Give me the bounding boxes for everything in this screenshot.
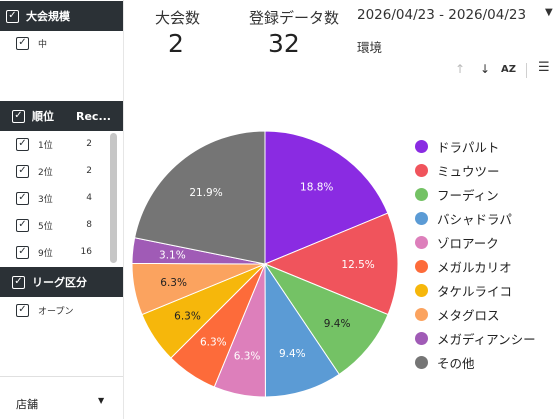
- pie-slice-label: 9.4%: [324, 318, 351, 330]
- legend-label: バシャドラパ: [437, 211, 512, 227]
- legend-swatch: [415, 163, 428, 177]
- pie-slice-label: 3.1%: [159, 250, 186, 262]
- legend-label: メガルカリオ: [437, 259, 512, 275]
- rank-count: 2: [86, 166, 92, 176]
- environment-pie-chart[interactable]: 18.8% 12.5% 9.4% 9.4% 6.3% 6.3% 6.3% 6.3% 3.1% 21…: [123, 110, 403, 400]
- pie-slice[interactable]: [134, 130, 266, 265]
- size-filter-header[interactable]: ✓ 大会規模: [0, 1, 123, 31]
- rank-filter-count-header[interactable]: Rec...: [76, 109, 111, 123]
- pie-slice-label: 12.5%: [341, 259, 374, 271]
- arrow-up-icon[interactable]: ↑: [455, 62, 466, 76]
- pie-slice-label: 6.3%: [174, 311, 201, 323]
- pie-slice-label: 6.3%: [234, 350, 261, 362]
- checkbox[interactable]: ✓: [16, 137, 29, 151]
- legend-item[interactable]: その他: [415, 352, 475, 372]
- rank-filter-item[interactable]: ✓ 3位 4: [0, 185, 106, 211]
- rank-filter-item[interactable]: ✓ 9位 16: [0, 239, 106, 265]
- filter-sidebar: ✓ 大会規模 ✓ 中 ✓ 順位 Rec... ✓ 1位 2 ✓ 2位 2 ✓ 3…: [0, 0, 124, 419]
- caret-down-icon[interactable]: ▼: [545, 7, 553, 18]
- checkbox[interactable]: ✓: [16, 245, 29, 259]
- kpi-value-tournaments: 2: [168, 29, 184, 58]
- rank-filter-item[interactable]: ✓ 1位 2: [0, 131, 106, 157]
- rank-filter-title: 順位: [32, 110, 54, 123]
- size-filter-select-all-checkbox[interactable]: ✓: [6, 9, 19, 23]
- legend-label: ドラパルト: [437, 139, 500, 155]
- rank-filter-header[interactable]: ✓ 順位 Rec...: [0, 101, 123, 131]
- league-filter-item[interactable]: ✓ オープン: [0, 297, 106, 323]
- checkbox[interactable]: ✓: [16, 303, 29, 317]
- rank-label: 5位: [38, 221, 53, 232]
- size-filter-title: 大会規模: [26, 10, 70, 23]
- toolbar-divider: [526, 63, 527, 78]
- legend-label: ミュウツー: [437, 163, 500, 179]
- rank-filter-select-all-checkbox[interactable]: ✓: [12, 109, 25, 123]
- league-filter-header[interactable]: ✓ リーグ区分: [0, 267, 123, 297]
- size-filter-item-label: 中: [38, 39, 48, 50]
- rank-count: 8: [86, 220, 92, 230]
- legend-swatch: [415, 307, 428, 321]
- sort-az-icon[interactable]: A͏Z: [501, 64, 516, 75]
- filter-lines-icon[interactable]: ☰: [538, 60, 550, 75]
- legend-item[interactable]: フーディン: [415, 184, 499, 204]
- pie-slice-label: 21.9%: [189, 187, 222, 199]
- rank-count: 16: [80, 247, 92, 257]
- rank-filter-item[interactable]: ✓ 5位 8: [0, 212, 106, 238]
- legend-swatch: [415, 211, 428, 225]
- checkbox[interactable]: ✓: [16, 164, 29, 178]
- legend-swatch: [415, 139, 428, 153]
- caret-down-icon[interactable]: ▼: [98, 396, 105, 405]
- pie-slice[interactable]: [264, 262, 340, 398]
- rank-count: 4: [86, 193, 92, 203]
- league-label: オープン: [38, 306, 74, 317]
- legend-swatch: [415, 355, 428, 369]
- checkbox[interactable]: ✓: [16, 218, 29, 232]
- pie-slice-label: 6.3%: [200, 336, 227, 348]
- legend-item[interactable]: タケルライコ: [415, 280, 512, 300]
- legend-label: タケルライコ: [437, 283, 513, 299]
- league-filter-title: リーグ区分: [32, 276, 87, 289]
- chart-title-environment: 環境: [357, 40, 383, 55]
- size-filter-item[interactable]: ✓ 中: [0, 30, 106, 56]
- divider: [0, 376, 123, 377]
- rank-count: 2: [86, 139, 92, 149]
- legend-label: メガディアンシー: [437, 331, 536, 347]
- pie-slice-label: 9.4%: [279, 348, 306, 360]
- legend-label: その他: [437, 355, 475, 371]
- pie-slice[interactable]: [263, 262, 389, 376]
- legend-swatch: [415, 187, 428, 201]
- kpi-value-entries: 32: [268, 29, 300, 58]
- rank-label: 2位: [38, 167, 53, 178]
- legend-label: メタグロス: [437, 307, 500, 323]
- pie-slice-label: 18.8%: [300, 182, 333, 194]
- legend-item[interactable]: バシャドラパ: [415, 208, 512, 228]
- pie-slice-label: 6.3%: [160, 277, 187, 289]
- legend-swatch: [415, 259, 428, 273]
- kpi-label-entries: 登録データ数: [249, 9, 340, 27]
- rank-label: 1位: [38, 140, 53, 151]
- rank-label: 3位: [38, 194, 53, 205]
- legend-item[interactable]: ミュウツー: [415, 160, 500, 180]
- kpi-label-tournaments: 大会数: [155, 9, 201, 27]
- legend-item[interactable]: ゾロアーク: [415, 232, 499, 252]
- rank-label: 9位: [38, 248, 53, 259]
- legend-item[interactable]: メガルカリオ: [415, 256, 512, 276]
- checkbox[interactable]: ✓: [16, 191, 29, 205]
- arrow-down-icon[interactable]: ↓: [480, 62, 491, 76]
- pie-slice[interactable]: [264, 130, 389, 265]
- legend-swatch: [415, 235, 428, 249]
- legend-item[interactable]: ドラパルト: [415, 136, 499, 156]
- legend-label: フーディン: [437, 187, 499, 203]
- date-range-selector[interactable]: 2026/04/23 - 2026/04/23: [357, 7, 527, 23]
- rank-filter-item[interactable]: ✓ 2位 2: [0, 158, 106, 184]
- league-filter-select-all-checkbox[interactable]: ✓: [12, 275, 25, 289]
- legend-swatch: [415, 331, 428, 345]
- checkbox[interactable]: ✓: [16, 36, 29, 50]
- pie-slice[interactable]: [263, 212, 399, 316]
- rank-filter-scrollbar[interactable]: [110, 133, 117, 263]
- store-dropdown-label[interactable]: 店舗: [16, 398, 38, 411]
- legend-label: ゾロアーク: [437, 235, 499, 251]
- legend-swatch: [415, 283, 428, 297]
- legend-item[interactable]: メタグロス: [415, 304, 500, 324]
- legend-item[interactable]: メガディアンシー: [415, 328, 536, 348]
